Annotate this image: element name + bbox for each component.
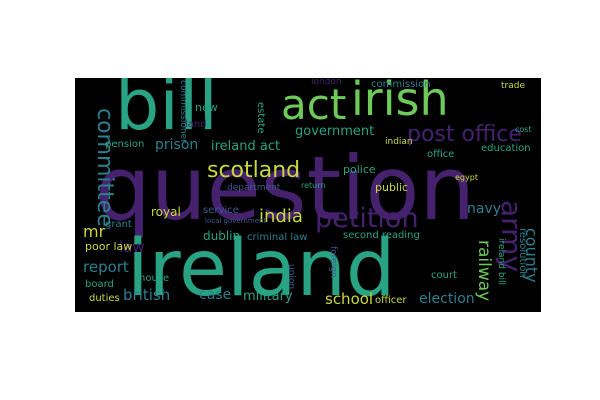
- word-irish: irish: [351, 78, 449, 126]
- word-estate: estate: [255, 102, 266, 134]
- word-navy: navy: [467, 201, 502, 217]
- word-mr: mr: [83, 222, 106, 241]
- word-royal: royal: [151, 205, 181, 219]
- word-pension: pension: [105, 139, 145, 150]
- word-service: service: [203, 205, 239, 216]
- word-london: london: [311, 78, 342, 87]
- word-cloud: question ireland bill irish act committe…: [75, 78, 541, 312]
- word-ireland-bill: ireland bill: [496, 238, 506, 286]
- word-department: department: [227, 183, 281, 193]
- word-commissioner: commissioner: [178, 80, 188, 143]
- word-british: british: [123, 286, 171, 304]
- word-police: police: [343, 163, 376, 176]
- word-criminal-law: criminal law: [247, 232, 308, 243]
- word-india: india: [259, 206, 303, 227]
- word-trade: trade: [501, 81, 525, 91]
- word-house: house: [139, 273, 170, 284]
- word-cost: cost: [515, 125, 532, 134]
- word-act: act: [281, 80, 347, 129]
- word-grant: grant: [105, 219, 132, 230]
- word-law: law: [119, 238, 145, 256]
- word-dublin: dublin: [203, 229, 241, 243]
- word-petition: petition: [315, 203, 419, 234]
- word-question: question: [95, 137, 476, 240]
- word-committee: committee: [92, 108, 117, 227]
- word-public: public: [375, 181, 409, 194]
- word-egypt: egypt: [455, 173, 478, 182]
- word-report: report: [83, 258, 129, 276]
- word-prison: prison: [155, 137, 199, 153]
- word-second-reading: second reading: [343, 230, 420, 241]
- word-education: education: [481, 143, 531, 154]
- word-ireland: ireland: [127, 224, 396, 312]
- word-railway: railway: [474, 240, 494, 302]
- word-government: government: [295, 124, 375, 139]
- word-commission: commission: [371, 79, 431, 90]
- word-case: case: [199, 287, 232, 303]
- word-resolution: resolution: [517, 228, 528, 278]
- word-indian: indian: [385, 137, 413, 147]
- word-school: school: [325, 290, 374, 308]
- word-foreign: foreign: [328, 246, 338, 278]
- word-land: land: [185, 119, 207, 130]
- word-bill: bill: [115, 78, 218, 146]
- word-office: office: [427, 149, 455, 160]
- word-union: union: [286, 264, 296, 290]
- word-new: new: [195, 101, 218, 114]
- word-officer: officer: [375, 295, 407, 306]
- word-poor-law: poor law: [85, 240, 133, 253]
- word-duties: duties: [89, 293, 120, 304]
- word-board: board: [85, 279, 114, 290]
- word-local-government: local government: [205, 217, 267, 225]
- word-ireland-act: ireland act: [211, 139, 281, 154]
- word-election: election: [419, 291, 475, 307]
- word-post-office: post office: [407, 122, 522, 147]
- word-return: return: [301, 181, 326, 190]
- word-scotland: scotland: [207, 158, 301, 183]
- word-court: court: [431, 270, 457, 281]
- word-military: military: [243, 289, 293, 304]
